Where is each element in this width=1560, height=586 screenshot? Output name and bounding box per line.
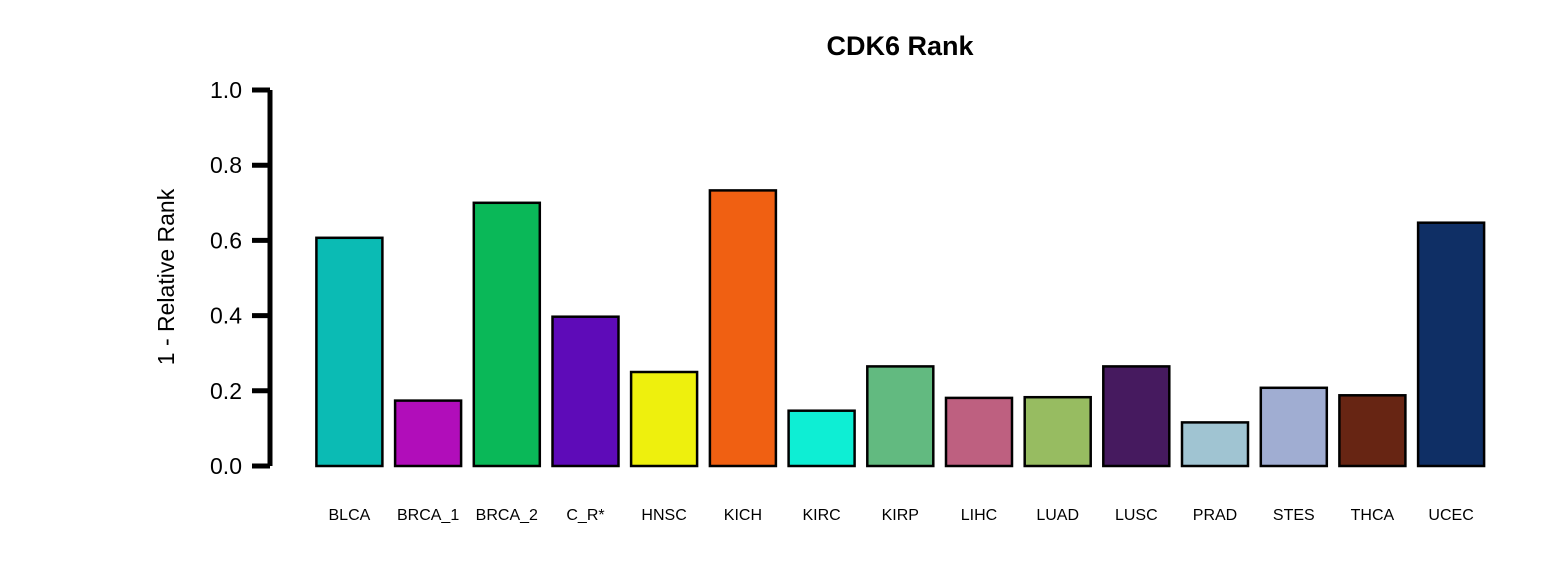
x-tick-label: BRCA_1 xyxy=(397,507,459,524)
bar-luad xyxy=(1023,395,1092,468)
x-tick-label: LIHC xyxy=(961,507,997,524)
bar-hnsc xyxy=(629,370,699,468)
bar-kich xyxy=(708,189,778,468)
bar-blca xyxy=(315,236,384,468)
x-tick-label: THCA xyxy=(1351,507,1395,524)
bar-brca-2 xyxy=(472,201,542,468)
bar-thca xyxy=(1338,394,1407,468)
bar-lusc xyxy=(1102,365,1171,468)
bars-group xyxy=(315,189,1486,468)
y-tick-label: 0.0 xyxy=(210,453,242,479)
x-tick-label: PRAD xyxy=(1193,507,1237,524)
x-tick-label: BLCA xyxy=(329,507,371,524)
y-tick-label: 0.2 xyxy=(210,378,242,404)
bar-ucec xyxy=(1416,221,1486,468)
y-tick-label: 1.0 xyxy=(210,77,242,103)
bar-c-r xyxy=(551,315,620,468)
y-axis-label: 1 - Relative Rank xyxy=(153,188,179,365)
x-tick-label: STES xyxy=(1273,507,1315,524)
x-tick-label: KIRP xyxy=(882,507,919,524)
x-tick-label: KICH xyxy=(724,507,762,524)
bar-lihc xyxy=(944,396,1014,468)
bar-kirc xyxy=(787,409,856,468)
chart-title: CDK6 Rank xyxy=(826,31,974,61)
x-tick-label: HNSC xyxy=(641,507,686,524)
x-tick-label: LUAD xyxy=(1036,507,1079,524)
x-tick-label: BRCA_2 xyxy=(476,507,538,524)
x-tick-label: C_R* xyxy=(566,507,604,524)
x-tick-labels: BLCA BRCA_1 BRCA_2 C_R* HNSC KICH KIRC KIRP LIHC… xyxy=(329,507,1474,524)
y-tick-label: 0.8 xyxy=(210,152,242,178)
bar-kirp xyxy=(866,365,935,468)
y-tick-label: 0.4 xyxy=(210,303,242,329)
bar-stes xyxy=(1259,386,1329,468)
x-tick-label: UCEC xyxy=(1428,507,1473,524)
x-tick-label: LUSC xyxy=(1115,507,1158,524)
y-axis: 0.0 0.2 0.4 0.6 0.8 1.0 xyxy=(210,77,273,479)
x-tick-label: KIRC xyxy=(802,507,840,524)
y-tick-label: 0.6 xyxy=(210,227,242,253)
bar-prad xyxy=(1180,421,1250,468)
bar-brca-1 xyxy=(393,399,463,468)
